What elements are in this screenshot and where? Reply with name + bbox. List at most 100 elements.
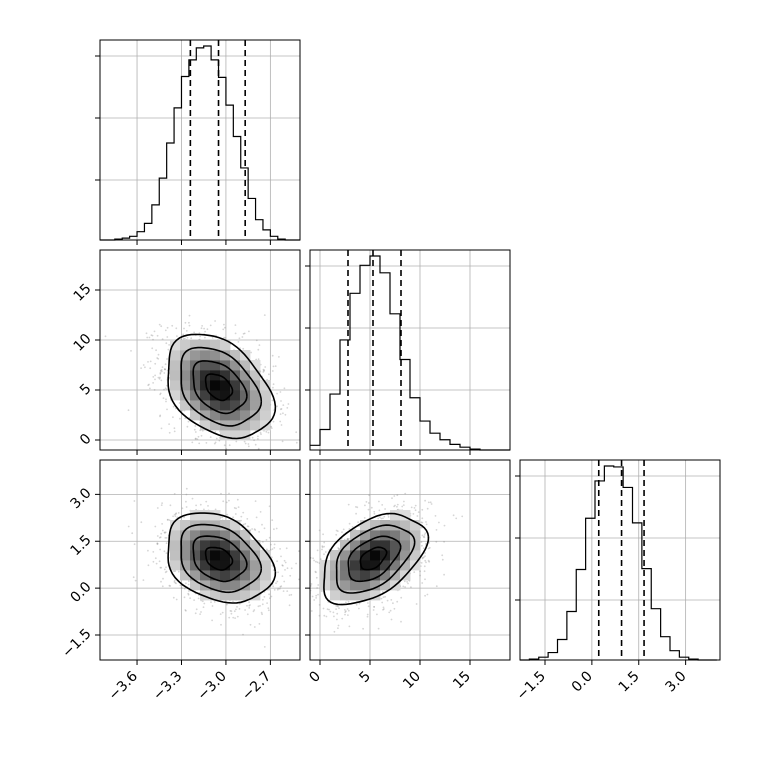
sample-point [224, 336, 227, 339]
sample-point [152, 376, 155, 378]
sample-point [280, 585, 283, 588]
sample-point [254, 443, 257, 446]
sample-point [348, 528, 351, 530]
sample-point [244, 609, 247, 611]
sample-point [255, 358, 258, 361]
sample-point [274, 627, 276, 629]
sample-point [336, 618, 338, 621]
sample-point [346, 608, 349, 610]
sample-point [238, 608, 241, 610]
contour-line [335, 524, 416, 594]
sample-point [321, 545, 324, 548]
sample-point [258, 623, 261, 625]
sample-point [247, 443, 250, 445]
density-cell [180, 380, 191, 391]
sample-point [159, 415, 161, 418]
sample-point [367, 508, 370, 511]
sample-point [281, 564, 284, 567]
y-tick-label: 0 [77, 431, 95, 449]
sample-point [270, 427, 273, 429]
sample-point [273, 528, 275, 531]
density-cell [240, 550, 251, 561]
histogram-panel-p0 [95, 39, 301, 245]
sample-point [183, 327, 185, 330]
sample-point [435, 529, 438, 531]
sample-point [238, 337, 241, 340]
sample-point [154, 525, 157, 528]
sample-point [142, 579, 145, 581]
sample-point [276, 392, 278, 395]
sample-point [268, 505, 271, 508]
sample-point [381, 590, 384, 593]
sample-point [168, 584, 171, 587]
sample-point [391, 497, 393, 500]
contour-line [204, 373, 234, 402]
density-cell [260, 550, 271, 561]
sample-point [313, 599, 316, 601]
sample-point [283, 387, 286, 390]
sample-point [235, 507, 238, 510]
sample-point [160, 504, 163, 506]
sample-point [254, 450, 256, 452]
sample-point [396, 600, 399, 603]
density-cell [200, 530, 211, 541]
density-cell [340, 590, 351, 601]
sample-point [253, 439, 256, 442]
density-cell [170, 370, 181, 381]
sample-point [261, 603, 264, 606]
density-cell [360, 580, 371, 591]
sample-point [233, 610, 236, 613]
sample-point [233, 507, 236, 509]
sample-point [155, 562, 158, 565]
density-cell [260, 400, 271, 411]
density-cell [220, 590, 231, 601]
sample-point [291, 563, 293, 565]
sample-point [194, 431, 197, 433]
density-cell [330, 570, 341, 581]
sample-point [259, 605, 261, 607]
sample-point [280, 424, 283, 426]
sample-point [202, 606, 205, 609]
density-cell [190, 340, 201, 351]
sample-point [198, 338, 201, 341]
sample-point [158, 377, 161, 380]
sample-point [207, 505, 209, 507]
density-cell [220, 400, 231, 411]
sample-point [347, 600, 350, 603]
sample-point [228, 444, 231, 447]
sample-point [263, 646, 266, 648]
density-cell [190, 550, 201, 561]
sample-point [276, 405, 278, 408]
sample-point [316, 587, 318, 589]
sample-point [354, 528, 357, 531]
sample-point [246, 518, 249, 520]
density-cell [380, 560, 391, 571]
sample-point [441, 554, 444, 557]
sample-point [355, 603, 358, 606]
sample-point [175, 327, 178, 330]
sample-point [298, 578, 300, 581]
sample-point [268, 593, 270, 596]
sample-point [165, 570, 168, 573]
sample-point [423, 565, 426, 568]
sample-point [175, 512, 178, 515]
sample-point [303, 595, 305, 597]
sample-point [383, 608, 385, 610]
sample-point [376, 613, 378, 616]
panel-frame [99, 249, 301, 451]
sample-point [381, 504, 384, 506]
sample-point [342, 528, 345, 531]
density-cell [230, 430, 241, 441]
density-cell [320, 580, 331, 591]
sample-point [187, 590, 190, 592]
density-cell [180, 390, 191, 401]
sample-point [423, 534, 426, 536]
sample-point [165, 542, 168, 545]
sample-point [355, 512, 357, 515]
sample-point [248, 330, 250, 333]
density-cell [400, 510, 411, 521]
sample-point [140, 521, 143, 524]
sample-point [223, 444, 226, 447]
sample-point [166, 519, 169, 521]
sample-point [298, 550, 300, 552]
